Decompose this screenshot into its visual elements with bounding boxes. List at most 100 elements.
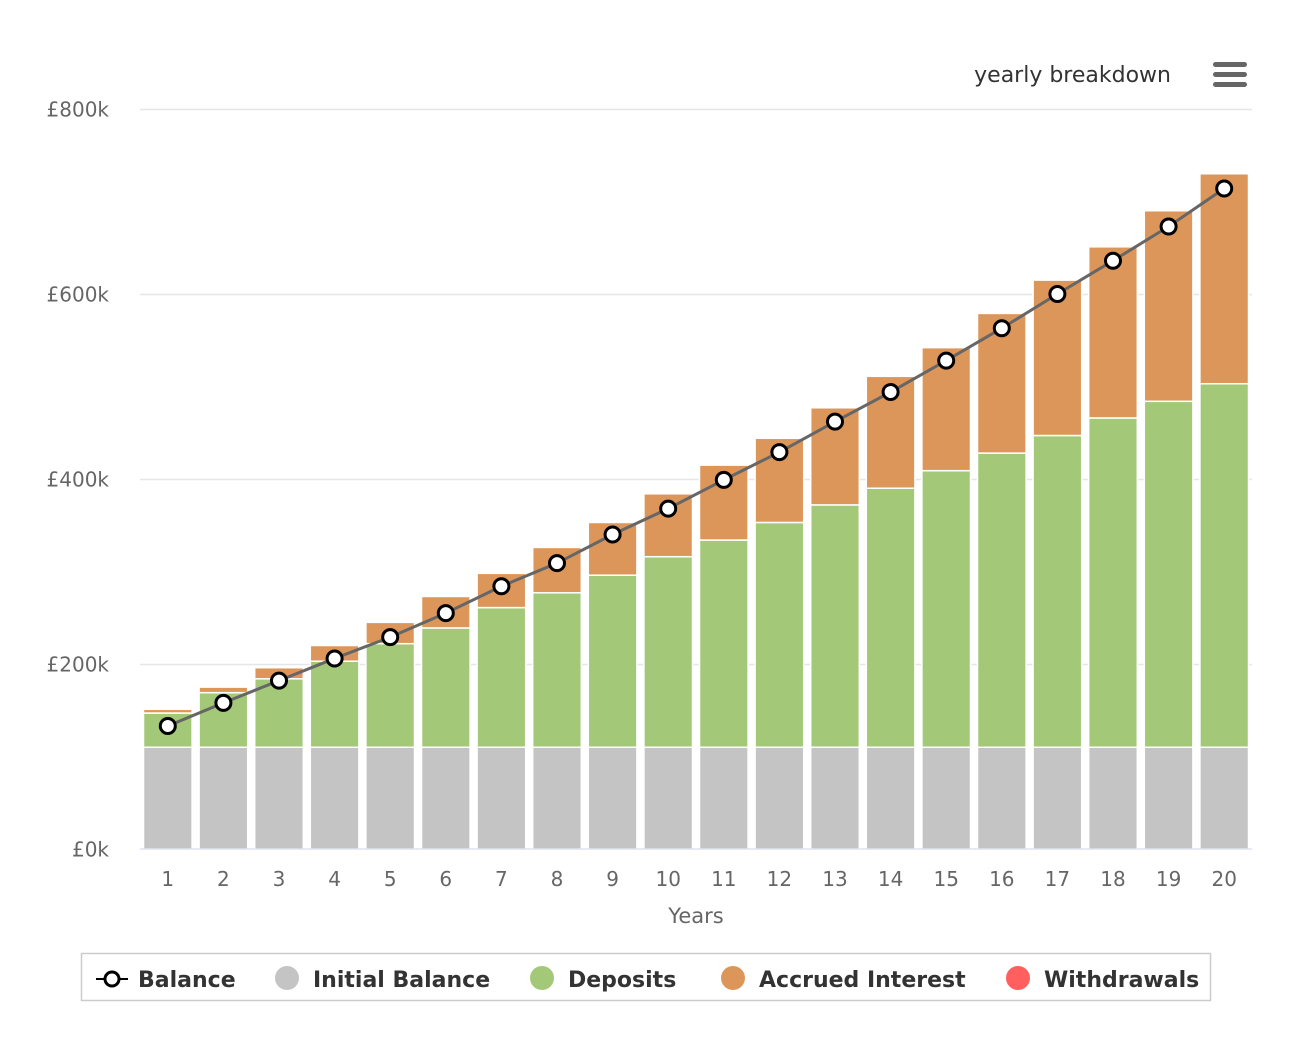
bar-deposits-18[interactable] <box>1087 417 1139 748</box>
balance-point-13[interactable] <box>826 412 844 431</box>
bar-accrued-interest-19[interactable] <box>1143 210 1194 403</box>
balance-point-6[interactable] <box>436 604 455 623</box>
balance-point-15[interactable] <box>937 351 956 370</box>
hamburger-menu-icon <box>1213 62 1247 87</box>
bar-initial-balance-8[interactable] <box>531 746 583 850</box>
balance-point-4[interactable] <box>325 649 344 668</box>
legend-item-initial-balance[interactable]: Initial Balance <box>275 966 490 993</box>
bar-deposits-4[interactable] <box>309 660 360 748</box>
balance-point-3[interactable] <box>270 671 288 690</box>
bar-initial-balance-14[interactable] <box>865 746 916 850</box>
bar-initial-balance-6[interactable] <box>420 746 471 850</box>
bar-initial-balance-10[interactable] <box>643 746 694 850</box>
bar-initial-balance-1[interactable] <box>142 746 193 850</box>
bar-deposits-11[interactable] <box>698 539 749 748</box>
balance-point-20[interactable] <box>1215 179 1234 198</box>
bar-deposits-16[interactable] <box>976 452 1027 748</box>
balance-point-2[interactable] <box>214 693 233 712</box>
x-tick-label: 2 <box>217 867 230 891</box>
balance-point-14[interactable] <box>881 383 900 402</box>
bar-initial-balance-2[interactable] <box>198 746 249 850</box>
balance-point-10[interactable] <box>659 499 678 518</box>
legend-marker-deposits <box>530 966 554 990</box>
x-axis-labels: 1 2 3 4 5 6 7 8 9 10 11 12 13 14 15 16 17 18 19 20 <box>161 867 1236 891</box>
bar-deposits-7[interactable] <box>476 606 527 749</box>
bar-deposits-17[interactable] <box>1032 434 1083 748</box>
bar-deposits-6[interactable] <box>420 627 471 748</box>
x-tick-label: 14 <box>878 867 903 891</box>
bar-deposits-8[interactable] <box>531 592 583 749</box>
bar-initial-balance-7[interactable] <box>476 746 527 850</box>
bar-initial-balance-20[interactable] <box>1199 746 1250 850</box>
grid <box>140 108 1252 666</box>
y-tick-label: £400k <box>47 468 110 492</box>
x-tick-label: 8 <box>551 867 564 891</box>
legend-label-initial-balance: Initial Balance <box>313 968 490 993</box>
bar-deposits-14[interactable] <box>865 487 916 748</box>
legend-label-withdrawals: Withdrawals <box>1044 968 1199 993</box>
legend-marker-initial-balance <box>275 966 299 990</box>
x-tick-label: 15 <box>933 867 958 891</box>
balance-point-12[interactable] <box>770 443 789 462</box>
balance-point-5[interactable] <box>381 628 400 647</box>
legend-item-balance[interactable]: Balance <box>96 968 236 993</box>
balance-point-11[interactable] <box>714 470 733 489</box>
x-tick-label: 10 <box>655 867 680 891</box>
balance-point-8[interactable] <box>548 554 566 573</box>
x-tick-label: 7 <box>495 867 508 891</box>
chart-title: yearly breakdown <box>974 63 1171 88</box>
x-tick-label: 6 <box>439 867 452 891</box>
bar-accrued-interest-2[interactable] <box>198 686 249 694</box>
bar-initial-balance-4[interactable] <box>309 746 360 850</box>
bars <box>142 173 1250 850</box>
bar-deposits-19[interactable] <box>1143 400 1194 748</box>
bar-accrued-interest-17[interactable] <box>1032 279 1083 437</box>
bar-deposits-9[interactable] <box>587 574 638 749</box>
y-tick-label: £800k <box>47 98 110 122</box>
bar-initial-balance-19[interactable] <box>1143 746 1194 850</box>
bar-accrued-interest-18[interactable] <box>1087 246 1139 419</box>
bar-deposits-15[interactable] <box>921 469 972 748</box>
bar-initial-balance-11[interactable] <box>698 746 749 850</box>
balance-point-1[interactable] <box>158 716 177 735</box>
x-tick-label: 4 <box>328 867 341 891</box>
bar-deposits-20[interactable] <box>1199 382 1250 748</box>
chart-menu-button[interactable] <box>1206 56 1254 94</box>
bar-deposits-5[interactable] <box>365 642 416 749</box>
legend: Balance Initial Balance Deposits Accrued… <box>80 952 1212 1002</box>
bar-initial-balance-3[interactable] <box>253 746 305 850</box>
balance-point-9[interactable] <box>603 525 622 544</box>
x-tick-label: 13 <box>822 867 847 891</box>
bar-deposits-13[interactable] <box>809 504 861 748</box>
x-tick-label: 9 <box>606 867 619 891</box>
x-tick-label: 16 <box>989 867 1014 891</box>
bar-initial-balance-9[interactable] <box>587 746 638 850</box>
bar-deposits-12[interactable] <box>754 521 805 748</box>
bar-initial-balance-17[interactable] <box>1032 746 1083 850</box>
bar-deposits-10[interactable] <box>643 555 694 749</box>
bar-initial-balance-5[interactable] <box>365 746 416 850</box>
legend-item-withdrawals[interactable]: Withdrawals <box>1006 966 1199 993</box>
x-tick-label: 18 <box>1100 867 1125 891</box>
balance-point-18[interactable] <box>1104 251 1122 270</box>
balance-point-7[interactable] <box>492 577 511 596</box>
x-tick-label: 1 <box>161 867 174 891</box>
balance-point-17[interactable] <box>1048 285 1067 303</box>
legend-item-deposits[interactable]: Deposits <box>530 966 676 993</box>
balance-line <box>167 187 1226 728</box>
bar-initial-balance-18[interactable] <box>1087 746 1139 850</box>
x-tick-label: 11 <box>711 867 736 891</box>
balance-point-19[interactable] <box>1159 217 1178 236</box>
bar-initial-balance-13[interactable] <box>809 746 861 850</box>
y-tick-label: £200k <box>47 653 110 677</box>
bar-initial-balance-16[interactable] <box>976 746 1027 850</box>
balance-point-16[interactable] <box>992 319 1011 338</box>
bar-accrued-interest-20[interactable] <box>1199 173 1250 385</box>
x-tick-label: 19 <box>1156 867 1181 891</box>
bar-accrued-interest-1[interactable] <box>142 708 193 714</box>
bar-initial-balance-12[interactable] <box>754 746 805 850</box>
bar-initial-balance-15[interactable] <box>921 746 972 850</box>
legend-item-accrued-interest[interactable]: Accrued Interest <box>721 966 966 993</box>
y-tick-label: £600k <box>47 283 110 307</box>
